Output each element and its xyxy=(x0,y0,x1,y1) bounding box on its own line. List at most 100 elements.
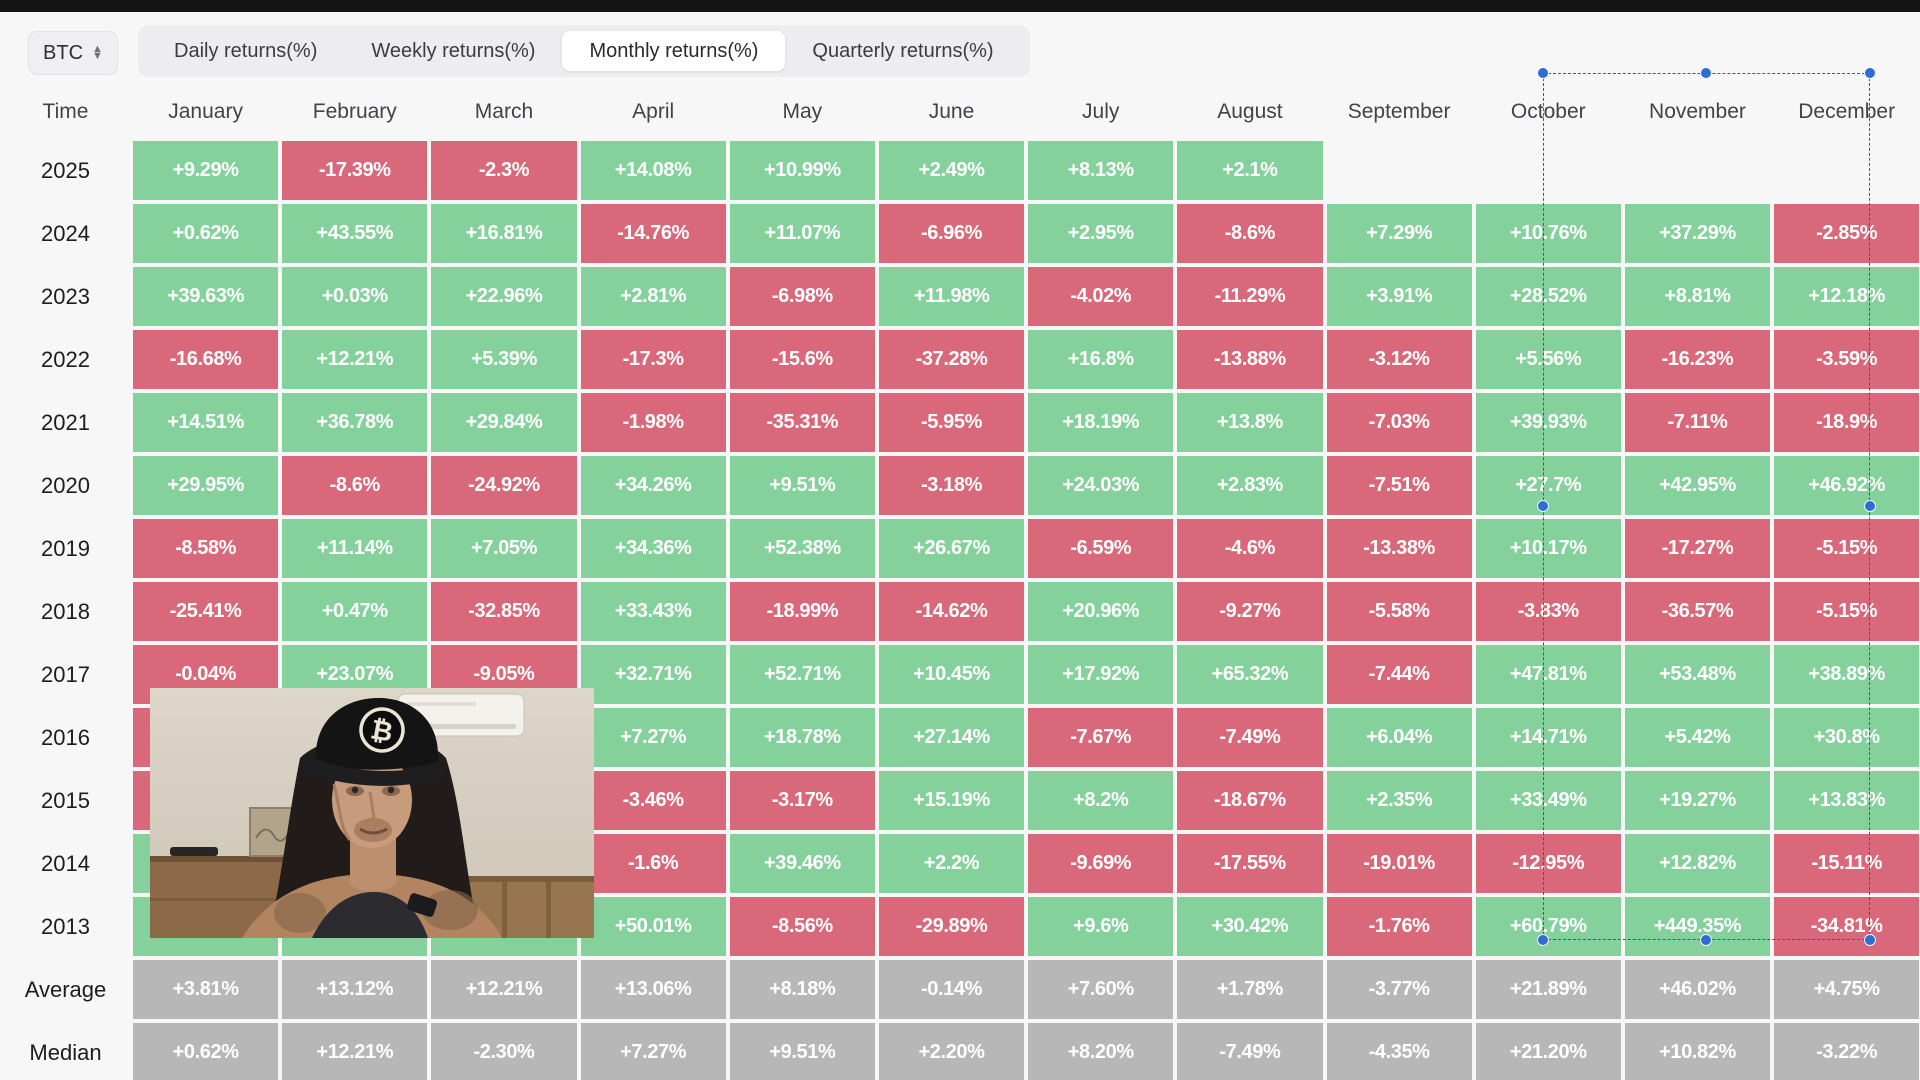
column-header-september: September xyxy=(1347,100,1451,123)
selection-handle-sw[interactable] xyxy=(1537,934,1549,946)
cell-2024-january: +0.62% xyxy=(133,204,279,263)
selection-handle-s[interactable] xyxy=(1699,934,1712,946)
column-header-april: April xyxy=(632,100,675,123)
selection-handle-nw[interactable] xyxy=(1537,67,1549,79)
cell-median-july: +8.20% xyxy=(1028,1023,1174,1080)
cell-2021-september: -7.03% xyxy=(1326,393,1472,452)
cell-2024-november: +37.29% xyxy=(1624,204,1771,263)
cell-2024-april: -14.76% xyxy=(580,204,726,263)
cell-2013-april: +50.01% xyxy=(580,897,726,956)
column-header-june: June xyxy=(928,100,975,123)
column-header-time: Time xyxy=(42,100,89,123)
row-label-2020: 2020 xyxy=(41,472,90,498)
cell-2016-july: -7.67% xyxy=(1028,708,1174,767)
cell-2013-may: -8.56% xyxy=(729,897,875,956)
row-label-2025: 2025 xyxy=(41,157,90,183)
cell-2019-july: -6.59% xyxy=(1028,519,1174,578)
cell-2018-july: +20.96% xyxy=(1028,582,1174,641)
returns-tabs: Daily returns(%) Weekly returns(%) Monthly… xyxy=(138,25,1030,77)
tank-top xyxy=(312,892,428,938)
cell-2022-may: -15.6% xyxy=(729,330,875,389)
cell-2019-october: +10.17% xyxy=(1475,519,1621,578)
mic-transmitter xyxy=(406,893,438,917)
row-label-2023: 2023 xyxy=(41,283,90,309)
cell-median-february: +12.21% xyxy=(282,1023,428,1080)
cell-2020-june: -3.18% xyxy=(878,456,1025,515)
cell-2016-may: +18.78% xyxy=(729,708,875,767)
cell-2017-november: +53.48% xyxy=(1624,645,1771,704)
cell-2025-may: +10.99% xyxy=(729,141,875,200)
cell-2018-january: -25.41% xyxy=(133,582,279,641)
cell-2023-december: +12.18% xyxy=(1774,267,1920,326)
selection-handle-n[interactable] xyxy=(1699,67,1712,79)
cell-median-november: +10.82% xyxy=(1624,1023,1771,1080)
cell-2021-april: -1.98% xyxy=(580,393,726,452)
cell-2016-december: +30.8% xyxy=(1774,708,1920,767)
cell-2023-april: +2.81% xyxy=(580,267,726,326)
cell-2017-october: +47.81% xyxy=(1475,645,1621,704)
cell-average-february: +13.12% xyxy=(282,960,428,1019)
cell-2018-may: -18.99% xyxy=(729,582,875,641)
cell-2017-september: -7.44% xyxy=(1326,645,1472,704)
column-header-may: May xyxy=(782,100,823,123)
cell-average-august: +1.78% xyxy=(1177,960,1323,1019)
cell-2013-august: +30.42% xyxy=(1177,897,1323,956)
cap-brim xyxy=(298,754,446,786)
cell-2024-december: -2.85% xyxy=(1774,204,1920,263)
cell-2015-october: +33.49% xyxy=(1475,771,1621,830)
cell-2018-march: -32.85% xyxy=(431,582,577,641)
tab-quarterly-returns[interactable]: Quarterly returns(%) xyxy=(812,40,994,62)
cell-2023-june: +11.98% xyxy=(878,267,1025,326)
cell-2018-june: -14.62% xyxy=(878,582,1025,641)
cell-2019-january: -8.58% xyxy=(133,519,279,578)
row-label-2024: 2024 xyxy=(41,220,90,246)
cell-2017-may: +52.71% xyxy=(729,645,875,704)
selection-handle-w[interactable] xyxy=(1537,499,1549,512)
cell-2015-april: -3.46% xyxy=(580,771,726,830)
cell-2018-october: -3.83% xyxy=(1475,582,1621,641)
cell-2019-november: -17.27% xyxy=(1624,519,1771,578)
selection-handle-ne[interactable] xyxy=(1864,67,1876,79)
cell-2023-february: +0.03% xyxy=(282,267,428,326)
cell-2022-september: -3.12% xyxy=(1326,330,1472,389)
column-header-december: December xyxy=(1798,100,1896,123)
cell-2015-november: +19.27% xyxy=(1624,771,1771,830)
cell-median-april: +7.27% xyxy=(580,1023,726,1080)
cell-2025-august: +2.1% xyxy=(1177,141,1323,200)
cell-2018-september: -5.58% xyxy=(1326,582,1472,641)
cell-2017-june: +10.45% xyxy=(878,645,1025,704)
cell-median-january: +0.62% xyxy=(133,1023,279,1080)
cell-2014-september: -19.01% xyxy=(1326,834,1472,893)
selection-handle-se[interactable] xyxy=(1864,934,1876,946)
column-header-august: August xyxy=(1217,100,1283,123)
row-label-2019: 2019 xyxy=(41,535,90,561)
selection-marquee[interactable] xyxy=(1537,67,1876,946)
cell-2015-june: +15.19% xyxy=(878,771,1025,830)
column-header-november: November xyxy=(1649,100,1746,123)
row-label-2022: 2022 xyxy=(41,346,90,372)
cell-2017-april: +32.71% xyxy=(580,645,726,704)
tab-daily-returns[interactable]: Daily returns(%) xyxy=(174,40,318,62)
cell-2014-august: -17.55% xyxy=(1177,834,1323,893)
cell-2020-july: +24.03% xyxy=(1028,456,1174,515)
tab-monthly-returns[interactable]: Monthly returns(%) xyxy=(562,31,786,71)
cell-2025-january: +9.29% xyxy=(133,141,279,200)
selection-handle-e[interactable] xyxy=(1864,499,1876,512)
column-header-january: January xyxy=(168,100,243,123)
cell-2021-december: -18.9% xyxy=(1774,393,1920,452)
tab-weekly-returns[interactable]: Weekly returns(%) xyxy=(371,40,536,62)
video-overlay[interactable]: ₿ xyxy=(150,688,594,938)
column-header-october: October xyxy=(1510,100,1586,123)
cell-2014-april: -1.6% xyxy=(580,834,726,893)
returns-table: Time January February March April May June July… xyxy=(0,85,1920,1080)
cell-2025-july: +8.13% xyxy=(1028,141,1174,200)
cell-2013-october: +60.79% xyxy=(1475,897,1621,956)
cell-2025-april: +14.08% xyxy=(580,141,726,200)
cell-2025-february: -17.39% xyxy=(282,141,428,200)
cell-2013-july: +9.6% xyxy=(1028,897,1174,956)
cell-2021-june: -5.95% xyxy=(878,393,1025,452)
row-label-2015: 2015 xyxy=(41,787,90,813)
svg-text:₿: ₿ xyxy=(368,714,395,748)
symbol-selector[interactable]: BTC ▲ ▼ xyxy=(28,31,118,75)
